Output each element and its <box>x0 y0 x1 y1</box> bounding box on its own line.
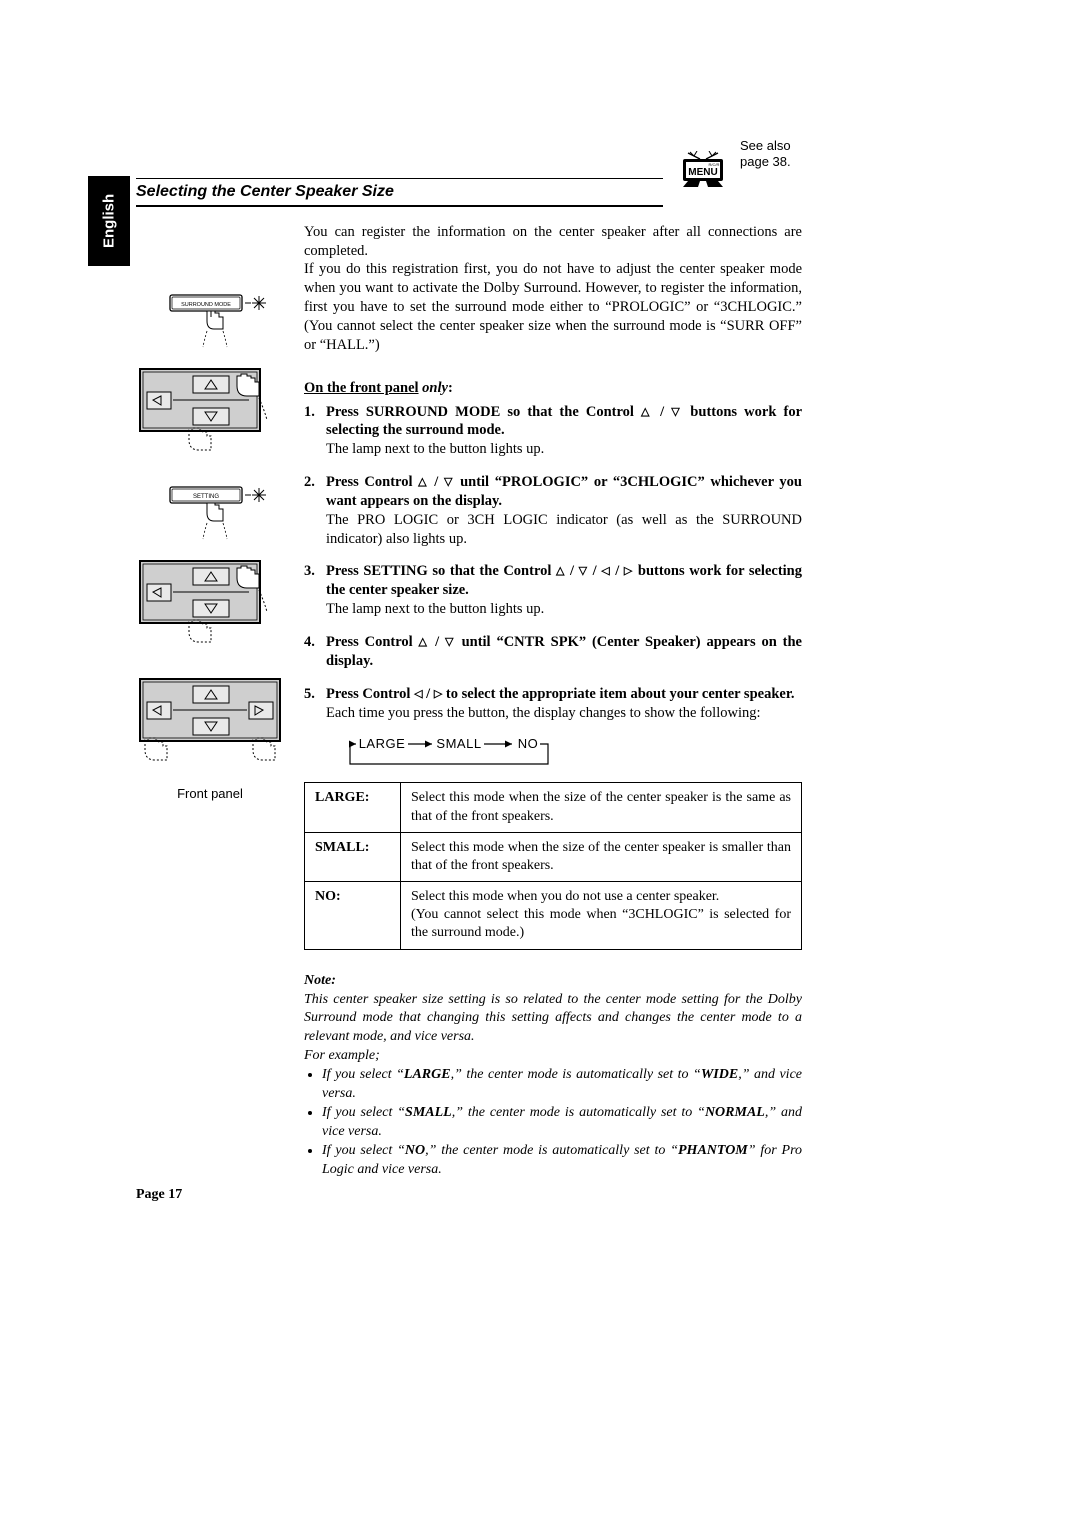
option-value: Select this mode when the size of the ce… <box>401 783 802 832</box>
intro-paragraph: You can register the information on the … <box>304 223 802 355</box>
four-way-pad-figure <box>139 678 279 788</box>
step-item: 3. Press SETTING so that the Control △ /… <box>304 562 802 619</box>
svg-text:NO: NO <box>518 736 539 751</box>
step-item: 1. Press SURROUND MODE so that the Contr… <box>304 403 802 460</box>
surround-mode-button-figure: SURROUND MODE <box>169 294 279 350</box>
step-item: 2. Press Control △ / ▽ until “PROLOGIC” … <box>304 473 802 548</box>
steps-list: 1. Press SURROUND MODE so that the Contr… <box>304 403 802 723</box>
language-tab: English <box>88 176 130 266</box>
table-row: LARGE: Select this mode when the size of… <box>305 783 802 832</box>
step-lead: Press Control △ / ▽ until “CNTR SPK” (Ce… <box>326 634 802 669</box>
three-way-pad-figure <box>139 368 279 468</box>
options-table: LARGE: Select this mode when the size of… <box>304 782 802 949</box>
option-value: Select this mode when the size of the ce… <box>401 832 802 881</box>
setting-button-figure: SETTING <box>169 486 279 542</box>
step-lead: Press Control △ / ▽ until “PROLOGIC” or … <box>326 474 802 509</box>
step-item: 5. Press Control ◁ / ▷ to select the app… <box>304 685 802 723</box>
onfront-ul: On the front panel <box>304 380 419 396</box>
onfront-tail: : <box>448 380 453 396</box>
step-sub: The lamp next to the button lights up. <box>326 440 802 459</box>
table-row: NO: Select this mode when you do not use… <box>305 882 802 950</box>
note-bullet: If you select “SMALL,” the center mode i… <box>322 1104 802 1142</box>
table-row: SMALL: Select this mode when the size of… <box>305 832 802 881</box>
option-key: NO: <box>305 882 401 950</box>
step-item: 4. Press Control △ / ▽ until “CNTR SPK” … <box>304 633 802 671</box>
note-bullet: If you select “LARGE,” the center mode i… <box>322 1066 802 1104</box>
note-block: Note: This center speaker size setting i… <box>304 972 802 1180</box>
step-number: 3. <box>304 562 326 619</box>
three-way-pad-figure-2 <box>139 560 279 660</box>
svg-text:SETTING: SETTING <box>193 494 219 500</box>
note-header: Note: <box>304 972 802 991</box>
step-lead: Press Control ◁ / ▷ to select the approp… <box>326 686 795 702</box>
intro-text: You can register the information on the … <box>304 223 802 355</box>
on-front-panel-label: On the front panel only: <box>304 379 802 398</box>
page-number: Page 17 <box>136 1186 182 1204</box>
step-number: 2. <box>304 473 326 548</box>
step-sub: The lamp next to the button lights up. <box>326 600 802 619</box>
section-heading: Selecting the Center Speaker Size <box>136 178 663 207</box>
step-sub: Each time you press the button, the disp… <box>326 704 802 723</box>
cycle-diagram: LARGE SMALL NO <box>344 736 802 772</box>
front-panel-caption: Front panel <box>150 786 270 803</box>
step-number: 4. <box>304 633 326 671</box>
svg-text:LARGE: LARGE <box>359 736 406 751</box>
step-number: 5. <box>304 685 326 723</box>
svg-text:SMALL: SMALL <box>436 736 481 751</box>
note-bullet: If you select “NO,” the center mode is a… <box>322 1142 802 1180</box>
svg-text:SURROUND MODE: SURROUND MODE <box>181 302 231 308</box>
note-body: This center speaker size setting is so r… <box>304 991 802 1067</box>
step-sub: The PRO LOGIC or 3CH LOGIC indicator (as… <box>326 511 802 549</box>
option-value: Select this mode when you do not use a c… <box>401 882 802 950</box>
step-lead: Press SURROUND MODE so that the Control … <box>326 404 802 439</box>
note-bullets: If you select “LARGE,” the center mode i… <box>322 1066 802 1179</box>
front-panel-diagrams: SURROUND MODE <box>139 294 279 806</box>
option-key: SMALL: <box>305 832 401 881</box>
step-lead: Press SETTING so that the Control △ / ▽ … <box>326 563 802 598</box>
onfront-it: only <box>419 380 448 396</box>
step-number: 1. <box>304 403 326 460</box>
option-key: LARGE: <box>305 783 401 832</box>
